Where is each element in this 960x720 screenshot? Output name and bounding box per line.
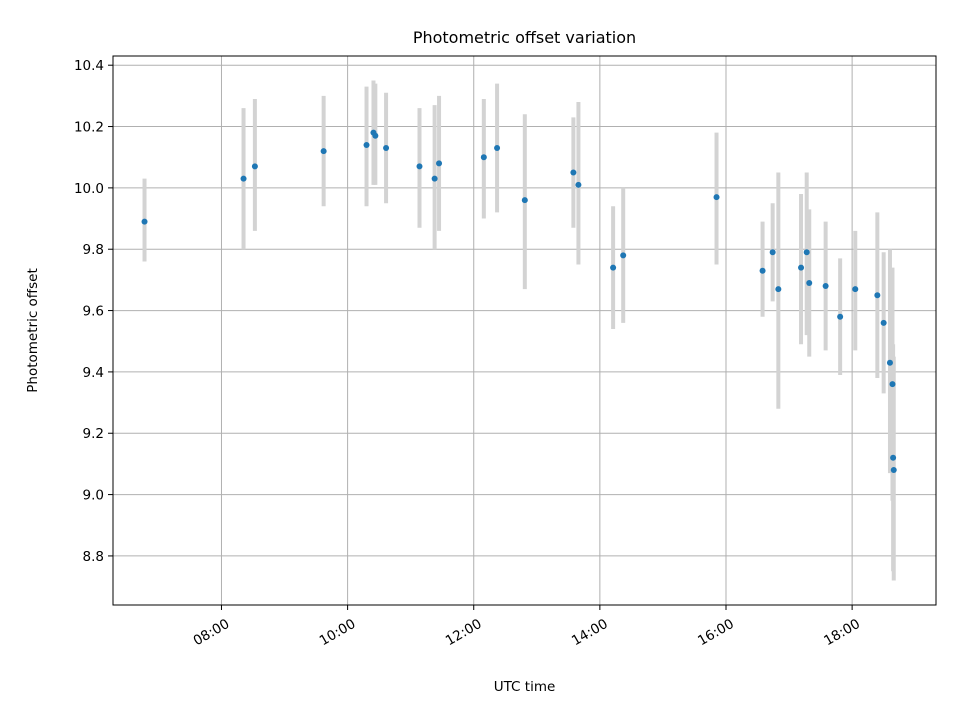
- data-point-26: [837, 313, 844, 320]
- data-point-23: [803, 249, 810, 256]
- x-tick-label-4: 16:00: [695, 616, 737, 649]
- y-tick-label-2: 9.2: [83, 426, 104, 442]
- data-point-3: [320, 148, 327, 155]
- data-point-16: [610, 264, 617, 271]
- y-axis-label: Photometric offset: [25, 268, 41, 392]
- plot-frame: [112, 55, 937, 606]
- y-tick-label-0: 8.8: [83, 549, 104, 565]
- data-point-10: [436, 160, 443, 167]
- data-point-7: [383, 145, 390, 152]
- y-tick-label-8: 10.4: [74, 58, 104, 74]
- error-bars: [142, 80, 896, 581]
- data-point-22: [798, 264, 805, 271]
- axis-ticks: 08:00 10:00 12:00 14:00 16:00 18:00 8.8 9.0 9.2 9…: [74, 58, 863, 649]
- data-point-32: [890, 454, 897, 461]
- data-point-24: [806, 279, 813, 286]
- data-point-0: [141, 218, 148, 225]
- x-axis-label: UTC time: [494, 679, 556, 695]
- data-point-19: [759, 267, 766, 274]
- x-tick-label-5: 18:00: [821, 616, 863, 649]
- data-point-8: [416, 163, 423, 170]
- x-tick-label-0: 08:00: [191, 616, 233, 649]
- data-point-21: [775, 286, 782, 293]
- data-point-12: [494, 145, 501, 152]
- data-point-33: [890, 467, 897, 474]
- data-point-18: [713, 194, 720, 201]
- data-point-25: [822, 283, 829, 290]
- y-tick-label-4: 9.6: [83, 304, 104, 320]
- data-point-29: [880, 319, 887, 326]
- x-tick-label-1: 10:00: [317, 616, 359, 649]
- data-point-20: [769, 249, 776, 256]
- data-point-30: [886, 359, 893, 366]
- y-tick-label-6: 10.0: [74, 181, 104, 197]
- data-point-15: [575, 181, 582, 188]
- data-point-17: [620, 252, 627, 259]
- chart-title: Photometric offset variation: [413, 28, 636, 47]
- data-point-9: [431, 175, 438, 182]
- y-tick-label-3: 9.4: [83, 365, 104, 381]
- data-point-11: [480, 154, 487, 161]
- data-points: [141, 129, 897, 474]
- data-point-6: [372, 132, 379, 139]
- data-point-28: [874, 292, 881, 299]
- y-tick-label-7: 10.2: [74, 120, 104, 136]
- data-point-4: [363, 141, 370, 148]
- x-tick-label-3: 14:00: [569, 616, 611, 649]
- data-point-31: [889, 381, 896, 388]
- data-point-2: [251, 163, 258, 170]
- data-point-13: [521, 197, 528, 204]
- data-point-14: [570, 169, 577, 176]
- y-tick-label-1: 9.0: [83, 488, 104, 504]
- x-tick-label-2: 12:00: [443, 616, 485, 649]
- data-point-27: [852, 286, 859, 293]
- data-point-1: [240, 175, 247, 182]
- y-tick-label-5: 9.8: [83, 242, 104, 258]
